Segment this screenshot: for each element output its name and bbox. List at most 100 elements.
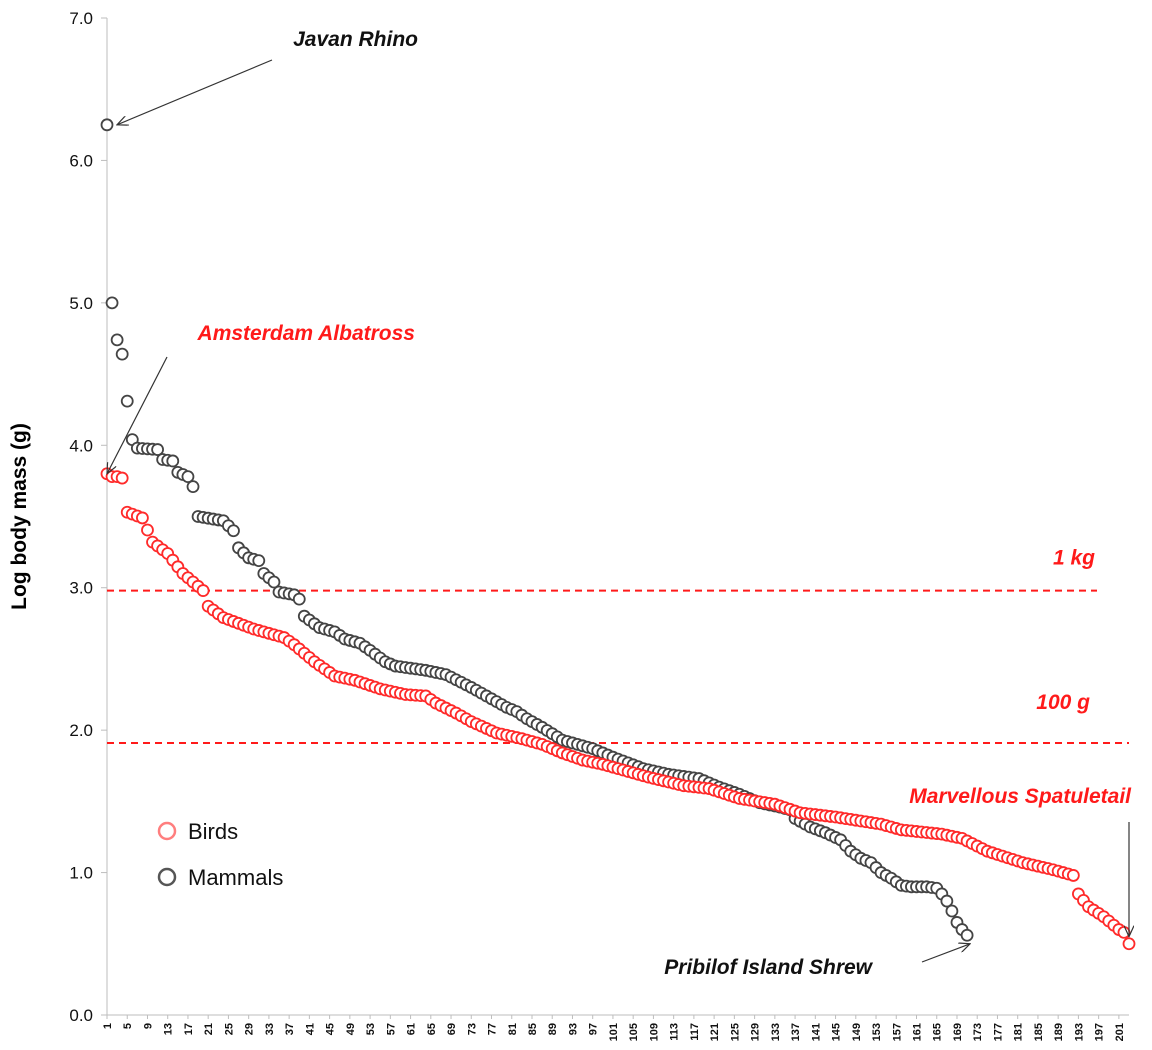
x-tick-label: 169	[952, 1023, 964, 1041]
y-tick-label: 7.0	[69, 9, 93, 28]
y-tick-label: 4.0	[69, 436, 93, 455]
data-point	[940, 894, 954, 908]
x-tick-label: 33	[264, 1023, 276, 1035]
data-point	[151, 443, 164, 456]
data-point	[105, 296, 119, 310]
y-tick-label: 0.0	[69, 1006, 93, 1025]
x-tick-label: 97	[588, 1023, 600, 1035]
annotation-label: Javan Rhino	[293, 28, 418, 51]
x-tick-label: 89	[547, 1023, 559, 1035]
x-tick-label: 29	[244, 1023, 256, 1035]
y-tick-label: 5.0	[69, 294, 93, 313]
x-tick-label: 117	[689, 1023, 701, 1041]
legend-marker	[157, 867, 177, 887]
x-tick-label: 13	[163, 1023, 175, 1035]
x-tick-label: 73	[466, 1023, 478, 1035]
data-point	[196, 584, 210, 597]
x-tick-label: 21	[203, 1023, 215, 1035]
x-tick-label: 157	[891, 1023, 903, 1041]
y-tick-label: 2.0	[69, 721, 93, 740]
x-tick-label: 45	[325, 1023, 337, 1035]
x-tick-label: 149	[851, 1023, 863, 1041]
x-tick-label: 121	[709, 1023, 721, 1041]
y-tick-label: 3.0	[69, 579, 93, 598]
legend-label: Mammals	[188, 865, 283, 890]
reference-line-label: 1 kg	[1053, 547, 1095, 570]
x-tick-label: 57	[385, 1023, 397, 1035]
x-tick-label: 61	[406, 1023, 418, 1035]
axes: 0.0 1.0 2.0 3.0 4.0 5.0 6.0 7.0 1 5 9 13 17 21 25 29 33 3…	[8, 9, 1129, 1041]
y-axis-label: Log body mass (g)	[8, 423, 31, 610]
x-tick-label: 185	[1033, 1023, 1045, 1041]
x-tick-label: 193	[1073, 1023, 1085, 1041]
x-tick-label: 41	[304, 1023, 316, 1035]
reference-lines: 1 kg 100 g	[107, 547, 1129, 744]
legend-label: Birds	[188, 819, 238, 844]
x-tick-label: 17	[183, 1023, 195, 1035]
data-point	[945, 904, 959, 918]
x-tick-label: 189	[1053, 1023, 1065, 1041]
x-tick-label: 177	[992, 1023, 1004, 1041]
annotation-arrow	[921, 944, 970, 963]
annotation-arrow	[117, 59, 273, 125]
annotation-label: Amsterdam Albatross	[197, 322, 415, 345]
x-tick-label: 37	[284, 1023, 296, 1035]
annotation-label: Marvellous Spatuletail	[909, 785, 1132, 808]
data-point	[252, 554, 266, 568]
data-point	[100, 118, 114, 132]
x-tick-label: 105	[628, 1023, 640, 1041]
data-point	[227, 524, 240, 538]
x-tick-label: 181	[1013, 1023, 1025, 1041]
x-tick-label: 173	[972, 1023, 984, 1041]
data-point	[136, 511, 149, 525]
x-tick-label: 85	[527, 1023, 539, 1035]
x-tick-label: 161	[912, 1023, 924, 1041]
data-point	[267, 575, 281, 589]
data-point	[141, 523, 154, 537]
data-point	[1066, 869, 1080, 882]
data-point	[115, 471, 129, 485]
annotation-label: Pribilof Island Shrew	[664, 956, 873, 979]
x-tick-label: 113	[669, 1023, 681, 1041]
x-tick-label: 141	[810, 1023, 822, 1041]
y-tick-label: 1.0	[69, 864, 93, 883]
x-tick-label: 201	[1114, 1023, 1126, 1041]
x-tick-label: 101	[608, 1023, 620, 1041]
x-tick-label: 9	[142, 1023, 154, 1029]
data-point	[115, 347, 129, 361]
data-point	[1117, 925, 1131, 939]
annotation-arrow	[107, 356, 168, 474]
legend: Birds Mammals	[157, 819, 283, 890]
x-tick-label: 165	[932, 1023, 944, 1041]
x-tick-label: 137	[790, 1023, 802, 1041]
x-tick-label: 81	[507, 1023, 519, 1035]
x-tick-label: 49	[345, 1023, 357, 1035]
x-tick-label: 5	[122, 1023, 134, 1029]
x-tick-label: 109	[648, 1023, 660, 1041]
data-points	[100, 118, 1136, 951]
x-tick-label: 125	[729, 1023, 741, 1041]
x-tick-label: 69	[446, 1023, 458, 1035]
x-tick-label: 25	[223, 1023, 235, 1035]
x-tick-label: 93	[567, 1023, 579, 1035]
data-point	[120, 394, 134, 408]
y-tick-label: 6.0	[69, 151, 93, 170]
x-tick-label: 77	[487, 1023, 499, 1035]
series-birds	[100, 467, 1136, 951]
data-point	[292, 592, 306, 606]
data-point	[1122, 937, 1136, 951]
x-tick-label: 53	[365, 1023, 377, 1035]
data-point	[960, 928, 974, 942]
x-tick-label: 1	[102, 1023, 114, 1029]
data-point	[181, 470, 195, 484]
annotations: Javan Rhino Amsterdam Albatross Pribilof I…	[107, 28, 1132, 979]
x-tick-label: 65	[426, 1023, 438, 1035]
data-point	[186, 480, 200, 493]
x-tick-label: 133	[770, 1023, 782, 1041]
x-tick-label: 145	[831, 1023, 843, 1041]
x-tick-label: 129	[750, 1023, 762, 1041]
data-point	[110, 333, 124, 347]
legend-marker	[157, 821, 177, 841]
